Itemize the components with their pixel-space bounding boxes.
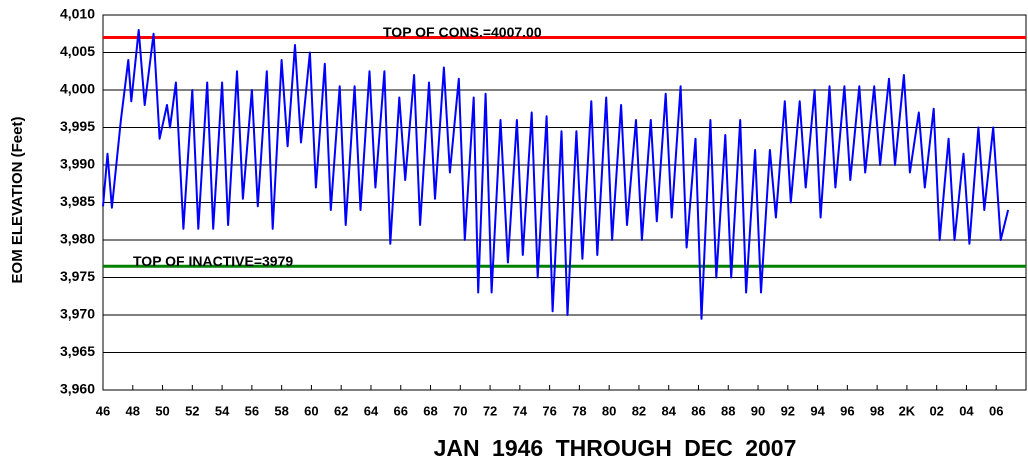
x-tick-label: 98 bbox=[870, 403, 884, 418]
x-tick-label: 64 bbox=[364, 403, 379, 418]
x-tick-label: 82 bbox=[632, 403, 646, 418]
x-tick-label: 62 bbox=[334, 403, 348, 418]
x-tick-label: 74 bbox=[513, 403, 528, 418]
y-tick-label: 3,965 bbox=[60, 343, 95, 359]
x-tick-label: 84 bbox=[661, 403, 676, 418]
x-tick-label: 76 bbox=[542, 403, 556, 418]
y-tick-label: 4,005 bbox=[60, 43, 95, 59]
x-tick-label: 58 bbox=[274, 403, 288, 418]
x-tick-label: 46 bbox=[96, 403, 110, 418]
y-tick-label: 4,000 bbox=[60, 81, 95, 97]
y-tick-label: 3,980 bbox=[60, 231, 95, 247]
x-tick-label: 2K bbox=[899, 403, 916, 418]
x-tick-label: 90 bbox=[751, 403, 765, 418]
y-tick-label: 3,975 bbox=[60, 268, 95, 284]
y-tick-label: 4,010 bbox=[60, 6, 95, 22]
x-tick-label: 72 bbox=[483, 403, 497, 418]
annotation: TOP OF CONS.=4007.00 bbox=[383, 24, 542, 40]
x-tick-label: 60 bbox=[304, 403, 318, 418]
x-tick-label: 86 bbox=[691, 403, 705, 418]
y-tick-label: 3,995 bbox=[60, 118, 95, 134]
x-tick-label: 92 bbox=[781, 403, 795, 418]
x-tick-label: 06 bbox=[989, 403, 1003, 418]
x-tick-label: 54 bbox=[215, 403, 230, 418]
data-line bbox=[102, 29, 1010, 320]
annotation: TOP OF INACTIVE=3979 bbox=[133, 253, 293, 269]
y-tick-label: 3,960 bbox=[60, 381, 95, 397]
x-tick-label: 50 bbox=[155, 403, 169, 418]
x-tick-label: 48 bbox=[126, 403, 140, 418]
x-tick-label: 80 bbox=[602, 403, 616, 418]
x-tick-label: 04 bbox=[959, 403, 974, 418]
x-tick-label: 96 bbox=[840, 403, 854, 418]
x-tick-label: 78 bbox=[572, 403, 586, 418]
chart-title: JAN 1946 THROUGH DEC 2007 bbox=[434, 435, 797, 461]
y-axis-label: EOM ELEVATION (Feet) bbox=[9, 117, 26, 284]
x-tick-label: 94 bbox=[810, 403, 825, 418]
x-tick-label: 56 bbox=[245, 403, 259, 418]
x-tick-label: 68 bbox=[423, 403, 437, 418]
y-tick-label: 3,990 bbox=[60, 156, 95, 172]
x-tick-label: 02 bbox=[929, 403, 943, 418]
x-tick-label: 66 bbox=[394, 403, 408, 418]
y-tick-label: 3,985 bbox=[60, 193, 95, 209]
y-tick-label: 3,970 bbox=[60, 306, 95, 322]
x-tick-label: 70 bbox=[453, 403, 467, 418]
x-tick-label: 88 bbox=[721, 403, 735, 418]
x-tick-label: 52 bbox=[185, 403, 199, 418]
